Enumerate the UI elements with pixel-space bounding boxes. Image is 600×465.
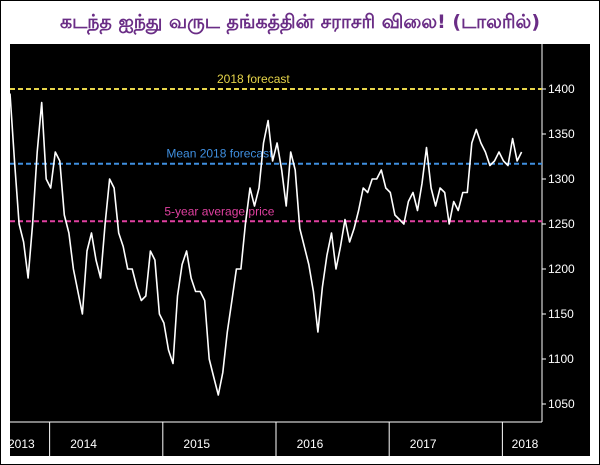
- x-tick-label: 2014: [70, 437, 97, 451]
- y-tick-label: 1400: [548, 82, 575, 96]
- annotation-label: Mean 2018 forecast: [166, 147, 273, 161]
- y-tick-label: 1350: [548, 127, 575, 141]
- y-tick-label: 1250: [548, 217, 575, 231]
- annotation-label: 5-year average price: [164, 204, 274, 218]
- x-tick-label: 2018: [512, 437, 539, 451]
- x-tick-label: 2016: [297, 437, 324, 451]
- gold-price-chart: 1050 1100 1150 1200 1250 1300 1350 1400 2013 2014…: [10, 44, 575, 456]
- y-tick-label: 1100: [548, 352, 574, 366]
- y-tick-label: 1200: [548, 262, 575, 276]
- price-series-line: [10, 93, 523, 396]
- annotation-label: 2018 forecast: [217, 72, 290, 86]
- chart-title: கடந்த ஐந்து வருட தங்கத்தின் சராசரி விலை!…: [59, 11, 541, 33]
- y-tick-label: 1150: [548, 307, 574, 321]
- x-tick-label: 2015: [183, 437, 210, 451]
- y-tick-label: 1300: [548, 172, 575, 186]
- x-tick-label: 2017: [410, 437, 437, 451]
- plot-area: 1050 1100 1150 1200 1250 1300 1350 1400 2013 2014…: [10, 44, 590, 456]
- y-tick-label: 1050: [548, 397, 575, 411]
- x-tick-label: 2013: [10, 437, 35, 451]
